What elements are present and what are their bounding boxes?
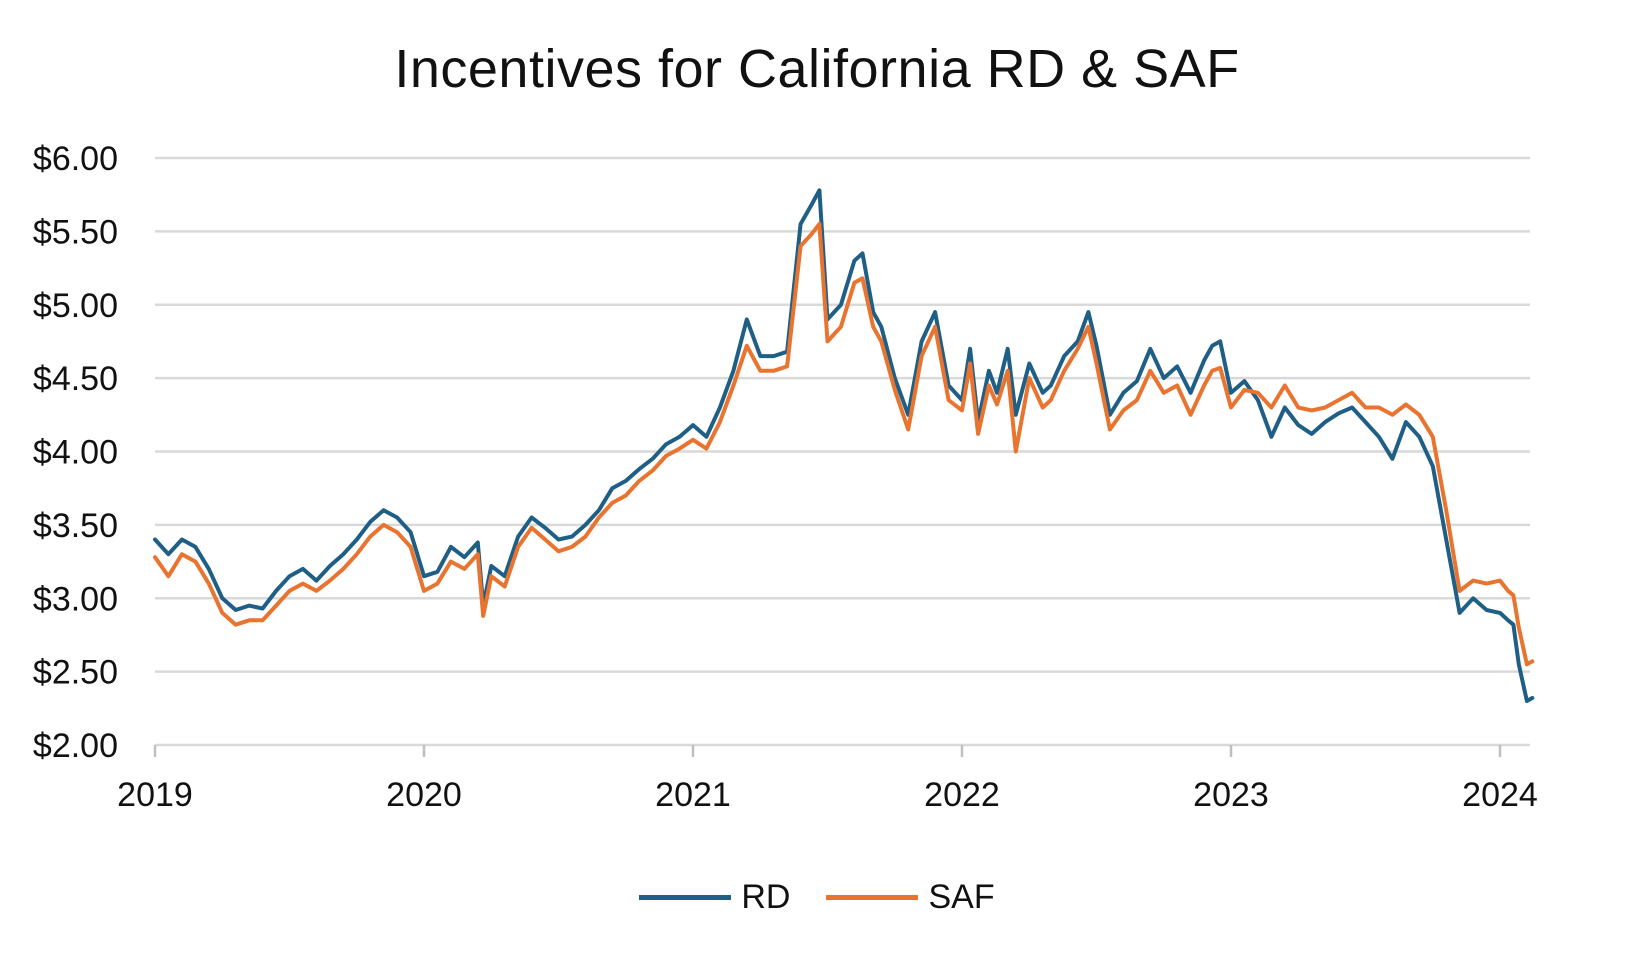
x-tick-label: 2020 xyxy=(386,776,462,814)
legend-label-rd: RD xyxy=(741,878,791,916)
x-tick-label: 2022 xyxy=(924,776,1000,814)
y-tick-label: $4.50 xyxy=(33,360,118,398)
series-line-rd xyxy=(153,188,1535,703)
y-tick-label: $5.00 xyxy=(33,287,118,325)
x-tick-label: 2019 xyxy=(117,776,193,814)
chart-title: Incentives for California RD & SAF xyxy=(394,39,1240,99)
x-tick-label: 2023 xyxy=(1193,776,1269,814)
y-tick-label: $4.00 xyxy=(33,434,118,472)
legend-swatch-rd xyxy=(639,895,732,900)
legend-swatch-saf xyxy=(826,895,919,900)
legend-label-saf: SAF xyxy=(928,878,995,916)
y-tick-label: $2.00 xyxy=(33,727,118,765)
y-tick-label: $6.00 xyxy=(33,140,118,178)
x-tick-label: 2021 xyxy=(655,776,731,814)
series-line-saf xyxy=(153,222,1535,667)
legend-item-saf: SAF xyxy=(826,878,995,917)
y-tick-label: $3.50 xyxy=(33,507,118,545)
y-tick-label: $2.50 xyxy=(33,654,118,692)
y-tick-label: $3.00 xyxy=(33,580,118,618)
x-tick-label: 2024 xyxy=(1462,776,1538,814)
chart-legend: RD SAF xyxy=(0,878,1634,917)
y-tick-label: $5.50 xyxy=(33,213,118,251)
legend-item-rd: RD xyxy=(639,878,790,917)
